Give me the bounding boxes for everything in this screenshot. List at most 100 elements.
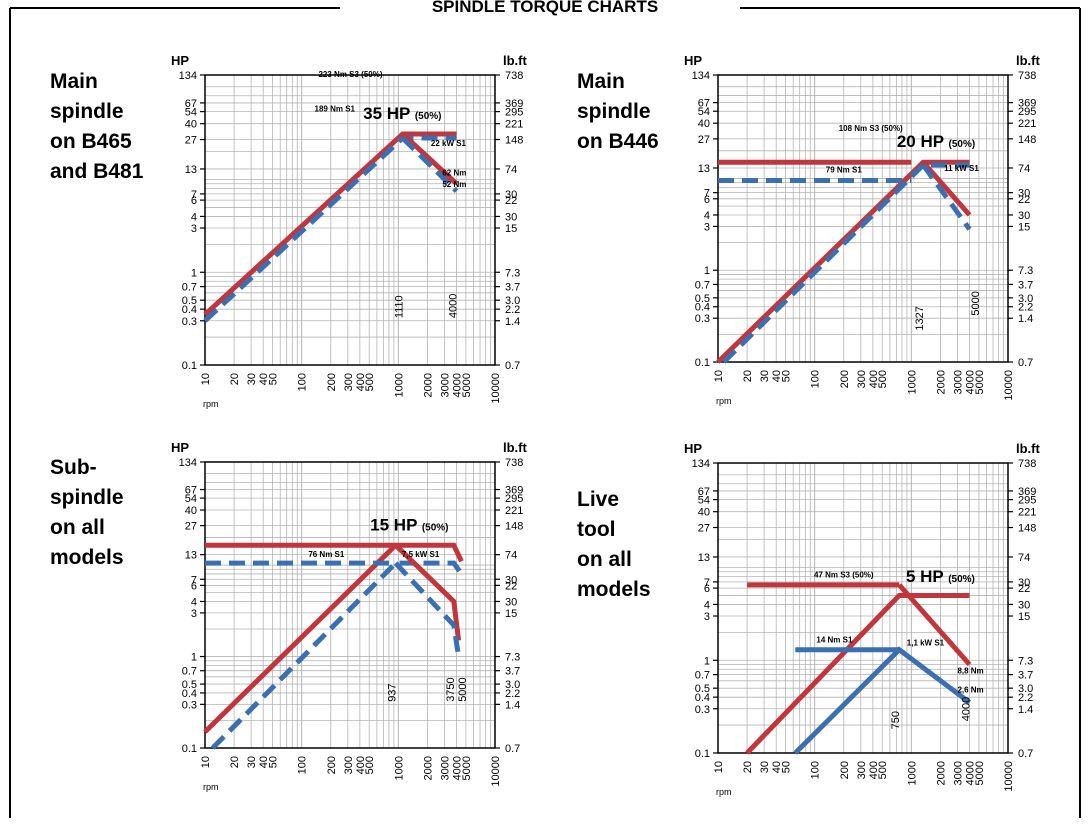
y-tick-label: 0.5 [695,293,710,305]
y-tick-label: 40 [185,119,197,131]
y2-tick-label: 221 [1018,118,1036,130]
y2-tick-label: 7.3 [1018,265,1033,277]
x-axis-title: rpm [716,396,732,406]
y2-tick-label: 221 [1018,507,1036,519]
annotation-label: 7,5 kW S1 [402,550,440,559]
y-tick-label: 27 [698,134,710,146]
annotation-label: 750 [890,711,902,729]
y2-tick-label: 30 [1018,210,1030,222]
x-tick-label: 200 [326,756,338,774]
y-tick-label: 134 [179,70,197,82]
annotation-label: 4000 [961,697,973,721]
y2-tick-label: 22 [505,580,517,592]
y-tick-label: 0.4 [695,692,710,704]
chart-1-label: Main spindle on B465 and B481 [50,70,144,183]
power-label: 5 HP (50%) [906,567,975,586]
y-tick-label: 3 [191,608,197,620]
x-tick-label: 20 [229,373,241,385]
y-tick-label: 0.5 [695,683,710,695]
annotation-label: 62 Nm [442,169,466,178]
y-tick-label: 54 [698,106,710,118]
y2-tick-label: 3.0 [1018,683,1033,695]
y2-tick-label: 3.0 [505,679,520,691]
y2-tick-label: 74 [505,164,517,176]
y2-tick-label: 30 [1018,577,1030,589]
y-tick-label: 0.7 [182,666,197,678]
y-tick-label: 0.7 [695,279,710,291]
y-axis-title: HP [171,53,189,68]
y-tick-label: 0.3 [695,704,710,716]
y2-tick-label: 3.7 [1018,279,1033,291]
y2-tick-label: 3.7 [505,282,520,294]
y-tick-label: 67 [185,485,197,497]
y2-tick-label: 2.2 [505,304,520,316]
annotation-label: 3750 [445,677,457,701]
y2-tick-label: 738 [1018,70,1036,82]
y-tick-label: 67 [698,486,710,498]
y2-tick-label: 30 [505,189,517,201]
y2-tick-label: 295 [1018,106,1036,118]
series-s3-line [393,543,462,641]
annotation-label: 11 kW S1 [944,164,979,173]
y2-tick-label: 0.7 [1018,748,1033,760]
y-tick-label: 0.4 [182,304,197,316]
x-tick-label: 500 [364,756,376,774]
x-tick-label: 20 [742,370,754,382]
x-tick-label: 10000 [1003,370,1015,401]
x-tick-label: 200 [839,761,851,779]
x-tick-label: 3000 [439,756,451,780]
x-tick-label: 500 [364,373,376,391]
series-s1-line [921,163,972,231]
y-tick-label: 0.1 [695,357,710,369]
y2-tick-label: 2.2 [1018,692,1033,704]
y2-tick-label: 0.7 [505,743,520,755]
x-tick-label: 300 [856,370,868,388]
y-tick-label: 7 [704,188,710,200]
y-tick-label: 0.4 [182,688,197,700]
annotation-label: 1,1 kW S1 [907,638,945,647]
x-tick-label: 400 [355,756,367,774]
y-tick-label: 0.1 [182,743,197,755]
y2-tick-label: 1.4 [1018,704,1033,716]
y2-tick-label: 7.3 [1018,655,1033,667]
x-tick-label: 5000 [461,373,473,397]
y-axis-title: HP [171,440,189,455]
x-tick-label: 10000 [490,373,502,404]
y-tick-label: 0.3 [695,313,710,325]
y2-tick-label: 3.7 [1018,670,1033,682]
y2-axis-title: lb.ft [1016,441,1040,456]
y-tick-label: 0.3 [182,316,197,328]
y-tick-label: 0.4 [695,302,710,314]
x-tick-label: 200 [839,370,851,388]
y-tick-label: 40 [185,505,197,517]
y-tick-label: 3 [191,223,197,235]
y-tick-label: 7 [704,577,710,589]
x-tick-label: 100 [810,761,822,779]
power-label-sub: (50%) [949,139,976,150]
y2-tick-label: 7.3 [505,652,520,664]
x-tick-label: 2000 [422,373,434,397]
x-tick-label: 3000 [952,370,964,394]
y2-tick-label: 148 [505,135,523,147]
y2-tick-label: 221 [505,505,523,517]
y2-tick-label: 2.2 [505,688,520,700]
y-tick-label: 54 [185,107,197,119]
annotation-label: 1327 [914,306,926,330]
x-axis-title: rpm [203,782,219,792]
y-tick-label: 1 [191,267,197,279]
y2-tick-label: 148 [1018,134,1036,146]
annotation-label: 79 Nm S1 [826,166,863,175]
y2-tick-label: 1.4 [505,316,520,328]
y2-tick-label: 0.7 [1018,357,1033,369]
x-tick-label: 400 [868,370,880,388]
annotation-label: 47 Nm S3 (50%) [814,571,874,580]
annotation-label: 4000 [448,294,460,318]
annotation-label: 8,8 Nm [957,666,983,675]
y2-tick-label: 221 [505,119,523,131]
plot-border [204,74,496,366]
y2-tick-label: 22 [505,195,517,207]
y-tick-label: 67 [698,98,710,110]
x-tick-label: 2000 [422,756,434,780]
